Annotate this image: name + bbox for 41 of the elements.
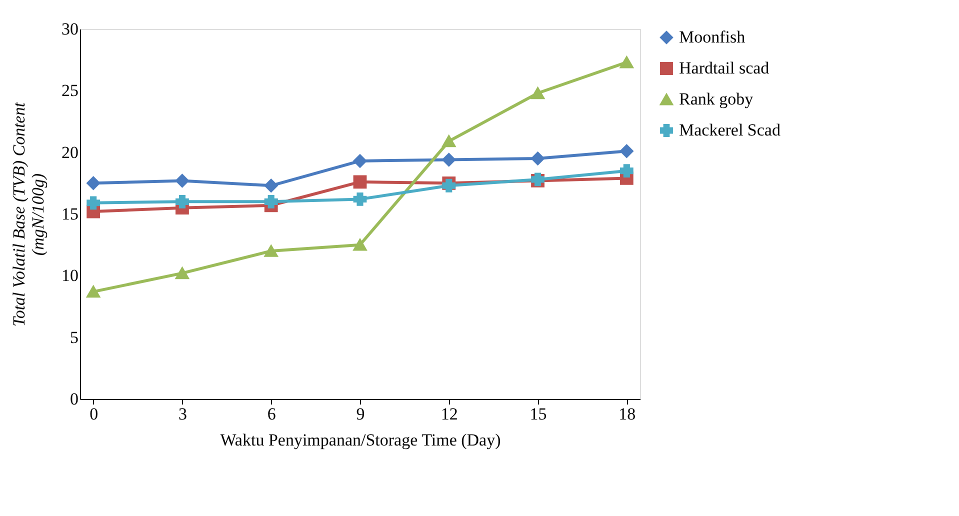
x-tick-label: 15 (530, 404, 547, 424)
point (176, 174, 189, 188)
point (620, 56, 634, 68)
point (353, 175, 367, 189)
point (86, 286, 100, 298)
x-tick-label: 12 (440, 404, 458, 424)
point (442, 153, 456, 166)
legend-label: Mackerel Scad (679, 120, 781, 140)
point (353, 238, 367, 251)
point (176, 194, 189, 208)
point (620, 164, 634, 178)
point (86, 176, 100, 190)
x-tick-label: 3 (178, 404, 187, 424)
y-tick-label: 10 (62, 266, 78, 286)
y-tick-label: 25 (62, 81, 78, 100)
legend-label: Rank goby (679, 90, 754, 108)
point (531, 152, 544, 166)
y-tick-label: 30 (62, 20, 78, 38)
x-tick-label: 6 (267, 404, 276, 424)
point (531, 87, 544, 100)
point (264, 178, 278, 192)
y-tick-label: 20 (62, 142, 78, 162)
point (442, 178, 456, 192)
y-tick-label: 0 (70, 390, 78, 408)
y-tick-label: 5 (70, 328, 78, 347)
y-axis-title: Total Volatil Base (TVB) Content (mgN/100g) (10, 101, 48, 327)
point (442, 135, 456, 148)
x-tick-label: 9 (356, 404, 365, 424)
y-tick-label: 15 (62, 204, 78, 224)
legend-label: Moonfish (679, 28, 746, 46)
x-tick-label: 18 (618, 404, 636, 424)
point (264, 194, 278, 208)
x-tick-label: 0 (90, 404, 98, 424)
point (86, 196, 100, 210)
point (353, 154, 367, 168)
point (264, 245, 278, 257)
x-axis-title: Waktu Penyimpanan/Storage Time (Day) (220, 430, 501, 450)
point (353, 192, 367, 206)
point (176, 267, 189, 280)
point (620, 144, 634, 158)
legend-label: Hardtail scad (679, 58, 770, 78)
